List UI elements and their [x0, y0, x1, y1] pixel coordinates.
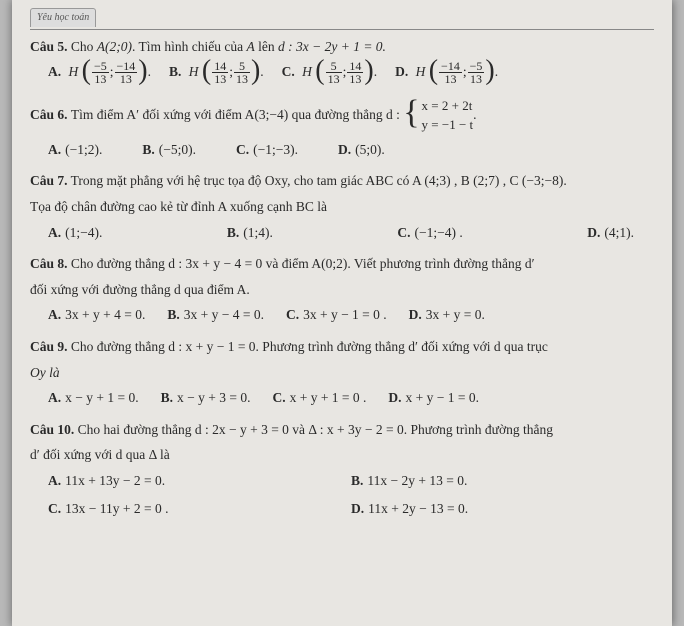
q5-Aletter: A	[247, 39, 255, 54]
q9-opt-a: A.x − y + 1 = 0.	[48, 387, 139, 409]
question-8: Câu 8. Cho đường thẳng d : 3x + y − 4 = …	[30, 253, 654, 326]
q6-opt-a: A.(−1;2).	[48, 139, 102, 161]
header-strip: Yêu học toán	[30, 8, 654, 30]
q10-opt-a: A.11x + 13y − 2 = 0.	[48, 470, 351, 492]
question-10: Câu 10. Cho hai đường thẳng d : 2x − y +…	[30, 419, 654, 525]
q10-label: Câu 10.	[30, 422, 74, 437]
q5-opt-d: D. H (−1413;−513).	[395, 60, 498, 86]
q10-options: A.11x + 13y − 2 = 0. B.11x − 2y + 13 = 0…	[48, 470, 654, 525]
q6-text: Tìm điểm A′ đối xứng với điểm A(3;−4) qu…	[71, 104, 400, 126]
q5-options: A. H (−513;−1413). B. H (1413;513). C. H…	[48, 60, 654, 86]
q5-opt-b: B. H (1413;513).	[169, 60, 264, 86]
q8-options: A.3x + y + 4 = 0. B.3x + y − 4 = 0. C.3x…	[48, 304, 654, 326]
q7-opt-c: C.(−1;−4) .	[397, 222, 462, 244]
q5-label: Câu 5.	[30, 39, 68, 54]
q10-opt-d: D.11x + 2y − 13 = 0.	[351, 498, 654, 520]
q8-opt-b: B.3x + y − 4 = 0.	[167, 304, 264, 326]
q9-options: A.x − y + 1 = 0. B.x − y + 3 = 0. C.x + …	[48, 387, 654, 409]
q7-line2: Tọa độ chân đường cao kẻ từ đỉnh A xuống…	[30, 196, 654, 218]
q5-A: A(2;0)	[97, 39, 132, 54]
q8-opt-a: A.3x + y + 4 = 0.	[48, 304, 145, 326]
paren-icon: )	[138, 61, 147, 81]
q9-line2: Oy là	[30, 362, 654, 384]
q9-label: Câu 9.	[30, 339, 68, 354]
question-6: Câu 6. Tìm điểm A′ đối xứng với điểm A(3…	[30, 96, 654, 161]
q10-line1: Cho hai đường thẳng d : 2x − y + 3 = 0 v…	[78, 422, 553, 437]
q10-line2: d′ đối xứng với d qua Δ là	[30, 444, 654, 466]
q5-text-c: lên	[255, 39, 278, 54]
question-5: Câu 5. Cho A(2;0). Tìm hình chiếu của A …	[30, 36, 654, 86]
q8-label: Câu 8.	[30, 256, 68, 271]
q7-opt-d: D.(4;1).	[587, 222, 634, 244]
paren-icon: (	[429, 61, 438, 81]
header-tag: Yêu học toán	[30, 8, 96, 27]
q10-opt-c: C.13x − 11y + 2 = 0 .	[48, 498, 351, 520]
q8-opt-d: D.3x + y = 0.	[409, 304, 485, 326]
paren-icon: (	[315, 61, 324, 81]
question-7: Câu 7. Trong mặt phẳng với hệ trục tọa đ…	[30, 170, 654, 243]
q10-opt-b: B.11x − 2y + 13 = 0.	[351, 470, 654, 492]
q5-opt-a: A. H (−513;−1413).	[48, 60, 151, 86]
q5-d: d : 3x − 2y + 1 = 0.	[278, 39, 386, 54]
q6-opt-c: C.(−1;−3).	[236, 139, 298, 161]
q8-opt-c: C.3x + y − 1 = 0 .	[286, 304, 387, 326]
q7-line1: Trong mặt phẳng với hệ trục tọa độ Oxy, …	[71, 173, 567, 188]
paren-icon: )	[364, 61, 373, 81]
q6-options: A.(−1;2). B.(−5;0). C.(−1;−3). D.(5;0).	[48, 139, 672, 161]
paren-icon: )	[485, 61, 494, 81]
q7-label: Câu 7.	[30, 173, 68, 188]
q7-options: A.(1;−4). B.(1;4). C.(−1;−4) . D.(4;1).	[48, 222, 654, 244]
page: Yêu học toán Câu 5. Cho A(2;0). Tìm hình…	[12, 0, 672, 626]
q7-opt-b: B.(1;4).	[227, 222, 273, 244]
question-9: Câu 9. Cho đường thẳng d : x + y − 1 = 0…	[30, 336, 654, 409]
q6-label: Câu 6.	[30, 104, 68, 126]
q6-opt-d: D.(5;0).	[338, 139, 385, 161]
q5-opt-c: C. H (513;1413).	[282, 60, 377, 86]
q9-opt-b: B.x − y + 3 = 0.	[161, 387, 251, 409]
paren-icon: (	[82, 61, 91, 81]
q6-opt-b: B.(−5;0).	[142, 139, 196, 161]
q5-text-b: . Tìm hình chiếu của	[132, 39, 246, 54]
q9-opt-d: D.x + y − 1 = 0.	[388, 387, 479, 409]
q5-text-a: Cho	[71, 39, 97, 54]
q9-opt-c: C.x + y + 1 = 0 .	[272, 387, 366, 409]
q6-system: x = 2 + 2t y = −1 − t	[422, 96, 474, 135]
q9-line1: Cho đường thẳng d : x + y − 1 = 0. Phươn…	[71, 339, 548, 354]
brace-icon: {	[403, 103, 419, 123]
q8-line1: Cho đường thẳng d : 3x + y − 4 = 0 và đi…	[71, 256, 535, 271]
paren-icon: (	[202, 61, 211, 81]
q7-opt-a: A.(1;−4).	[48, 222, 102, 244]
paren-icon: )	[251, 61, 260, 81]
q8-line2: đối xứng với đường thẳng d qua điểm A.	[30, 279, 654, 301]
